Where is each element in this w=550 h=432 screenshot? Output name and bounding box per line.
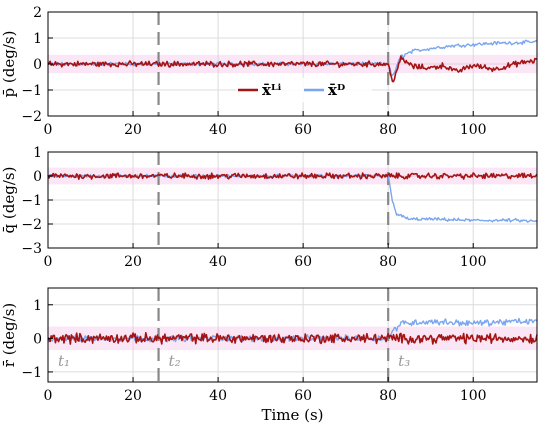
y-tick-label: 1 xyxy=(33,298,42,314)
y-axis-label: q̄ (deg/s) xyxy=(0,167,18,234)
axes-frame xyxy=(47,287,538,383)
confidence-band xyxy=(48,167,537,185)
y-tick-label: 1 xyxy=(33,145,42,161)
x-axis-label: Time (s) xyxy=(261,406,323,424)
y-tick-label: −2 xyxy=(21,109,42,125)
legend-label-li: x̄ᴸⁱ xyxy=(262,81,282,99)
x-tick-label: 20 xyxy=(124,254,142,270)
x-tick-label: 40 xyxy=(209,122,227,138)
y-tick-label: −2 xyxy=(21,217,42,233)
x-tick-label: 40 xyxy=(209,388,227,404)
panel-1 xyxy=(47,11,538,117)
x-tick-label: 20 xyxy=(124,388,142,404)
x-tick-label: 100 xyxy=(460,388,487,404)
x-tick-label: 60 xyxy=(294,254,312,270)
panel-2 xyxy=(47,151,538,249)
series-line-li xyxy=(47,172,538,180)
y-tick-label: 0 xyxy=(33,169,42,185)
y-tick-label: −1 xyxy=(21,193,42,209)
y-tick-label: 0 xyxy=(33,331,42,347)
x-tick-label: 80 xyxy=(379,122,397,138)
x-tick-label: 0 xyxy=(44,122,53,138)
y-tick-label: −3 xyxy=(21,241,42,257)
y-tick-label: −1 xyxy=(21,83,42,99)
panel-3 xyxy=(47,287,538,383)
event-label: t₁ xyxy=(58,352,70,370)
x-tick-label: 80 xyxy=(379,254,397,270)
x-tick-label: 60 xyxy=(294,122,312,138)
y-tick-label: −1 xyxy=(21,365,42,381)
x-tick-label: 100 xyxy=(460,254,487,270)
x-tick-label: 80 xyxy=(379,388,397,404)
x-tick-label: 20 xyxy=(124,122,142,138)
y-axis-label: p̄ (deg/s) xyxy=(0,31,18,98)
y-tick-label: 2 xyxy=(33,5,42,21)
series-line-d xyxy=(47,39,538,77)
y-tick-label: 1 xyxy=(33,31,42,47)
legend xyxy=(236,78,372,102)
event-label: t₂ xyxy=(169,352,181,370)
x-tick-label: 60 xyxy=(294,388,312,404)
y-axis-label: r̄ (deg/s) xyxy=(0,303,18,367)
x-tick-label: 40 xyxy=(209,254,227,270)
legend-label-d: x̄ᴰ xyxy=(328,81,345,99)
x-tick-label: 0 xyxy=(44,388,53,404)
y-tick-label: 0 xyxy=(33,57,42,73)
x-tick-label: 0 xyxy=(44,254,53,270)
series-line-li xyxy=(47,332,538,345)
series-line-d xyxy=(47,173,538,223)
x-tick-label: 100 xyxy=(460,122,487,138)
event-label: t₃ xyxy=(398,352,410,370)
series-line-li xyxy=(47,55,538,83)
